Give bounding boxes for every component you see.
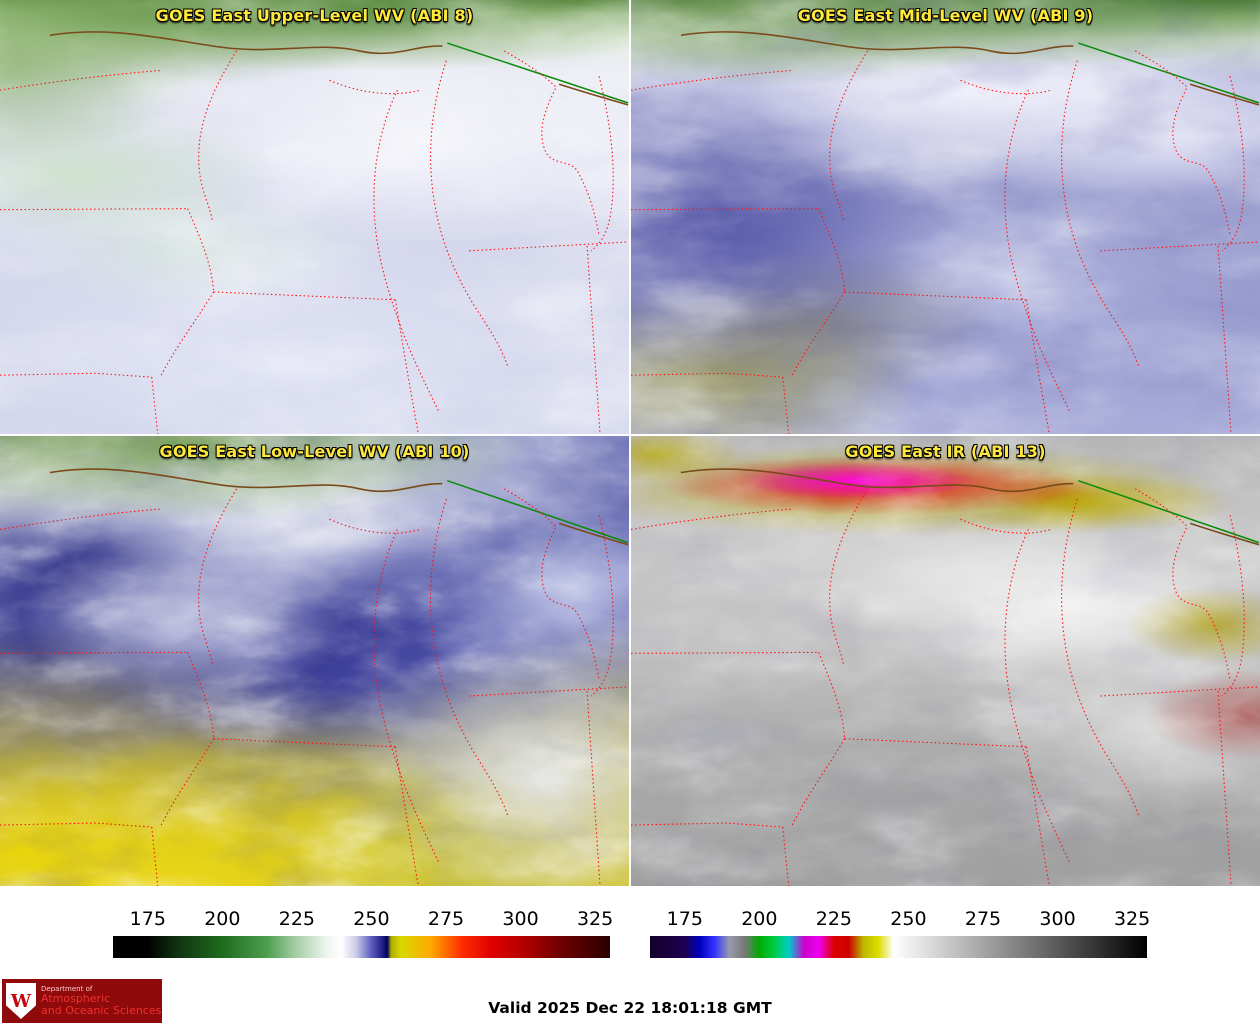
state-boundaries-overlay	[0, 31, 629, 434]
tick-label: 325	[1113, 908, 1151, 930]
state-boundaries-overlay	[631, 31, 1260, 434]
colorbar-wv-ticks: 175 200 225 250 275 300 325	[113, 908, 614, 936]
tick-label: 275	[964, 908, 1002, 930]
cloud-texture	[631, 0, 1260, 434]
panel-ir: GOES East IR (ABI 13)	[631, 436, 1260, 886]
tick-label: 250	[353, 908, 390, 930]
logo-line-department: Department of	[41, 984, 93, 993]
colorbar-row: 175 200 225 250 275 300 325 175 200 225 …	[0, 886, 1260, 958]
panel-title-mid-wv: GOES East Mid-Level WV (ABI 9)	[797, 6, 1094, 25]
cloud-texture	[0, 0, 629, 434]
colorbar-ir-ticks: 175 200 225 250 275 300 325	[650, 908, 1151, 936]
tick-label: 200	[204, 908, 241, 930]
tick-label: 175	[129, 908, 166, 930]
panel-low-level-wv: GOES East Low-Level WV (ABI 10)	[0, 436, 629, 886]
logo-text: Department of Atmospheric and Oceanic Sc…	[41, 984, 162, 1017]
tick-label: 300	[1039, 908, 1076, 930]
footer: 175 200 225 250 275 300 325 175 200 225 …	[0, 886, 1260, 1025]
valid-timestamp: Valid 2025 Dec 22 18:01:18 GMT	[488, 999, 772, 1017]
panel-title-ir: GOES East IR (ABI 13)	[845, 442, 1046, 461]
colorbar-wv: 175 200 225 250 275 300 325	[113, 908, 614, 958]
logo-line-oceanic: and Oceanic Sciences	[41, 1003, 162, 1017]
state-boundaries-overlay	[631, 468, 1260, 886]
cloud-texture	[0, 436, 629, 886]
panel-mid-level-wv: GOES East Mid-Level WV (ABI 9)	[631, 0, 1260, 434]
crest-letter: W	[10, 990, 32, 1012]
panel-upper-level-wv: GOES East Upper-Level WV (ABI 8)	[0, 0, 629, 434]
colorbar-ir: 175 200 225 250 275 300 325	[650, 908, 1151, 958]
footer-bottom: W Department of Atmospheric and Oceanic …	[0, 979, 1260, 1025]
tick-label: 225	[815, 908, 853, 930]
tick-label: 175	[666, 908, 703, 930]
logo-line-atmospheric: Atmospheric	[41, 992, 111, 1006]
tick-label: 200	[741, 908, 778, 930]
colorbar-ir-gradient	[650, 936, 1147, 958]
tick-label: 275	[427, 908, 465, 930]
cloud-texture	[631, 436, 1260, 886]
tick-label: 250	[890, 908, 927, 930]
satellite-quadrant-grid: GOES East Upper-Level WV (ABI 8) GOES Ea…	[0, 0, 1260, 886]
tick-label: 300	[502, 908, 539, 930]
tick-label: 325	[576, 908, 614, 930]
panel-title-upper-wv: GOES East Upper-Level WV (ABI 8)	[155, 6, 474, 25]
panel-title-low-wv: GOES East Low-Level WV (ABI 10)	[159, 442, 470, 461]
tick-label: 225	[278, 908, 316, 930]
uw-aos-logo: W Department of Atmospheric and Oceanic …	[2, 979, 162, 1023]
colorbar-wv-gradient	[113, 936, 610, 958]
state-boundaries-overlay	[0, 468, 629, 886]
